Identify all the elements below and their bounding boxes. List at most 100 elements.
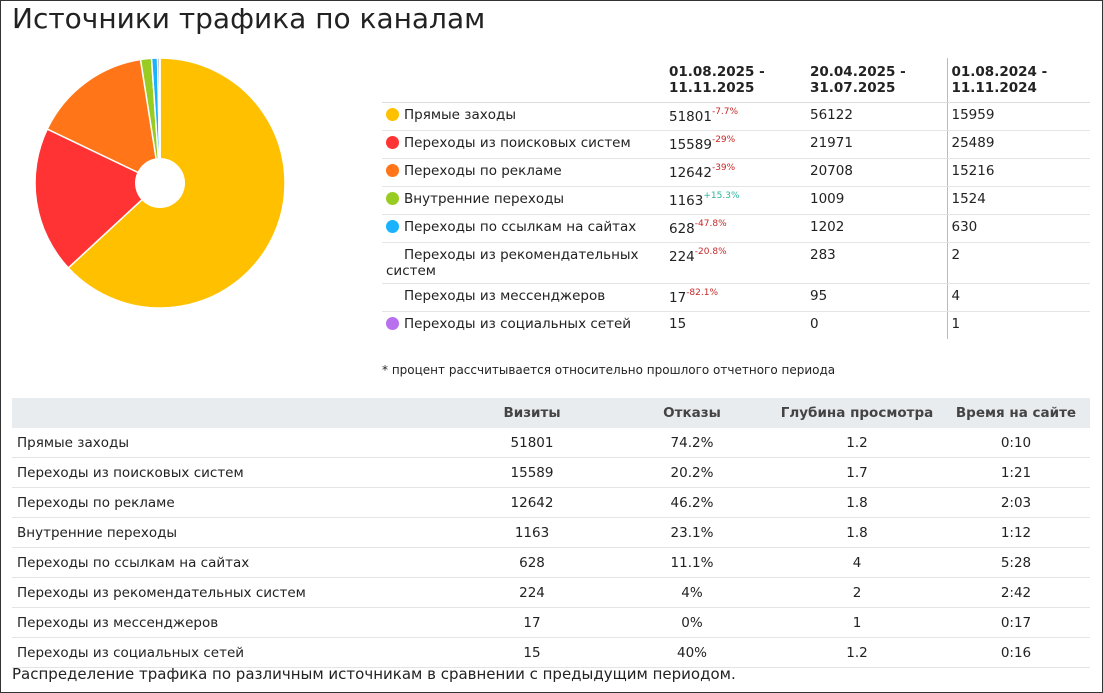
visits: 224 [452, 577, 612, 608]
column-header: Визиты [452, 398, 612, 428]
bounce: 20.2% [612, 457, 772, 488]
time: 2:42 [942, 577, 1090, 608]
value-cell: 20708 [806, 158, 947, 187]
table-row: Переходы из мессенджеров 17-82.1% 95 4 [382, 283, 1090, 312]
value-cell: 15589-29% [665, 130, 806, 159]
depth: 1 [772, 607, 942, 638]
table-row: Переходы по ссылкам на сайтах 628-47.8% 12… [382, 214, 1090, 243]
table-row: Внутренние переходы 1163+15.3% 1009 1524 [382, 186, 1090, 215]
bounce: 40% [612, 637, 772, 668]
value: 51801 [669, 109, 712, 125]
pie-slice [46, 58, 161, 185]
legend-dot [386, 192, 399, 205]
pie-hole [135, 158, 185, 208]
value-cell: 56122 [806, 102, 947, 131]
table-row: Переходы из социальных сетей 15 40% 1.2 0:16 [12, 637, 1090, 668]
value-cell: 0 [810, 316, 819, 332]
source-name: Переходы по ссылкам на сайтах [12, 547, 452, 578]
source-cell: Переходы по рекламе [382, 158, 665, 187]
source-name: Переходы из поисковых систем [12, 457, 452, 488]
source-name: Внутренние переходы [404, 191, 565, 207]
visits: 12642 [452, 487, 612, 518]
time: 0:10 [942, 428, 1090, 458]
table-row: Переходы из мессенджеров 17 0% 1 0:17 [12, 607, 1090, 638]
depth: 2 [772, 577, 942, 608]
source-cell: Переходы из поисковых систем [382, 130, 665, 159]
source-name: Переходы из поисковых систем [404, 135, 631, 151]
value-cell: 628-47.8% [665, 214, 806, 243]
value-cell: 1163+15.3% [665, 186, 806, 215]
bounce: 23.1% [612, 517, 772, 548]
source-name: Переходы из мессенджеров [404, 288, 606, 304]
column-header: 01.08.2024 - 11.11.2024 [946, 58, 1090, 103]
caption: Распределение трафика по различным источ… [12, 665, 736, 683]
change: -7.7% [711, 107, 739, 117]
bounce: 74.2% [612, 428, 772, 458]
source-cell: Переходы из социальных сетей [382, 312, 665, 340]
value-cell: 15 [665, 312, 806, 340]
source-name: Переходы по рекламе [12, 487, 452, 518]
value-cell: 15216 [946, 158, 1090, 187]
depth: 4 [772, 547, 942, 578]
visits: 15 [452, 637, 612, 668]
change: -29% [711, 135, 736, 145]
depth: 1.2 [772, 428, 942, 458]
time: 0:16 [942, 637, 1090, 668]
depth: 1.7 [772, 457, 942, 488]
value: 1163 [669, 193, 704, 209]
change: +15.3% [703, 191, 740, 201]
visits: 15589 [452, 457, 612, 488]
bounce: 46.2% [612, 487, 772, 518]
legend-dot [386, 164, 399, 177]
value: 224 [669, 249, 695, 265]
table-row: Переходы по ссылкам на сайтах 628 11.1% 4 5:… [12, 547, 1090, 578]
metrics-table: Визиты Отказы Глубина просмотра Время на са… [12, 398, 1090, 668]
value: 15589 [669, 137, 712, 153]
value: 15 [669, 316, 687, 332]
comparison-table: 01.08.2025 - 11.11.2025 20.04.2025 - 31.0… [382, 58, 1090, 339]
table-row: Прямые заходы 51801-7.7% 56122 15959 [382, 102, 1090, 131]
source-name: Прямые заходы [404, 107, 516, 123]
column-header: Время на сайте [942, 398, 1090, 428]
table-row: Переходы из социальных сетей 15 0 1 [382, 311, 1090, 340]
pie-chart [34, 57, 286, 309]
change: -39% [711, 163, 736, 173]
source-name: Переходы по ссылкам на сайтах [404, 219, 637, 235]
pie-slice [34, 128, 162, 269]
value-cell: 15959 [946, 102, 1090, 131]
time: 2:03 [942, 487, 1090, 518]
source-name: Переходы из рекомендательных систем [12, 577, 452, 608]
column-header: Отказы [612, 398, 772, 428]
column-header: 01.08.2025 - 11.11.2025 [665, 58, 806, 103]
source-cell: Переходы из рекомендательных систем [382, 242, 665, 284]
source-name: Переходы из социальных сетей [404, 316, 632, 332]
bounce: 4% [612, 577, 772, 608]
value-cell: 4 [946, 283, 1090, 312]
table-row: Внутренние переходы 1163 23.1% 1.8 1:12 [12, 517, 1090, 548]
table-row: Переходы из рекомендательных систем 224 4%… [12, 577, 1090, 608]
value-cell: 2 [946, 242, 1090, 284]
source-name: Переходы из мессенджеров [12, 607, 452, 638]
time: 1:12 [942, 517, 1090, 548]
value: 628 [669, 221, 695, 237]
source-name: Переходы из социальных сетей [12, 637, 452, 668]
column-header: 20.04.2025 - 31.07.2025 [806, 58, 947, 103]
value-cell: 630 [946, 214, 1090, 243]
legend-dot [386, 220, 399, 233]
value-cell: 17-82.1% [665, 283, 806, 312]
value: 17 [669, 290, 687, 306]
source-name: Прямые заходы [12, 428, 452, 458]
table-row: Переходы из поисковых систем 15589-29% 219… [382, 130, 1090, 159]
value-cell: 21971 [806, 130, 947, 159]
source-name: Переходы из рекомендательных систем [386, 247, 639, 279]
source-name: Внутренние переходы [12, 517, 452, 548]
visits: 51801 [452, 428, 612, 458]
bounce: 11.1% [612, 547, 772, 578]
source-cell: Переходы из мессенджеров [382, 283, 665, 312]
visits: 628 [452, 547, 612, 578]
table-row: Переходы по рекламе 12642-39% 20708 15216 [382, 158, 1090, 187]
visits: 1163 [452, 517, 612, 548]
depth: 1.8 [772, 487, 942, 518]
value-cell: 283 [806, 242, 947, 284]
